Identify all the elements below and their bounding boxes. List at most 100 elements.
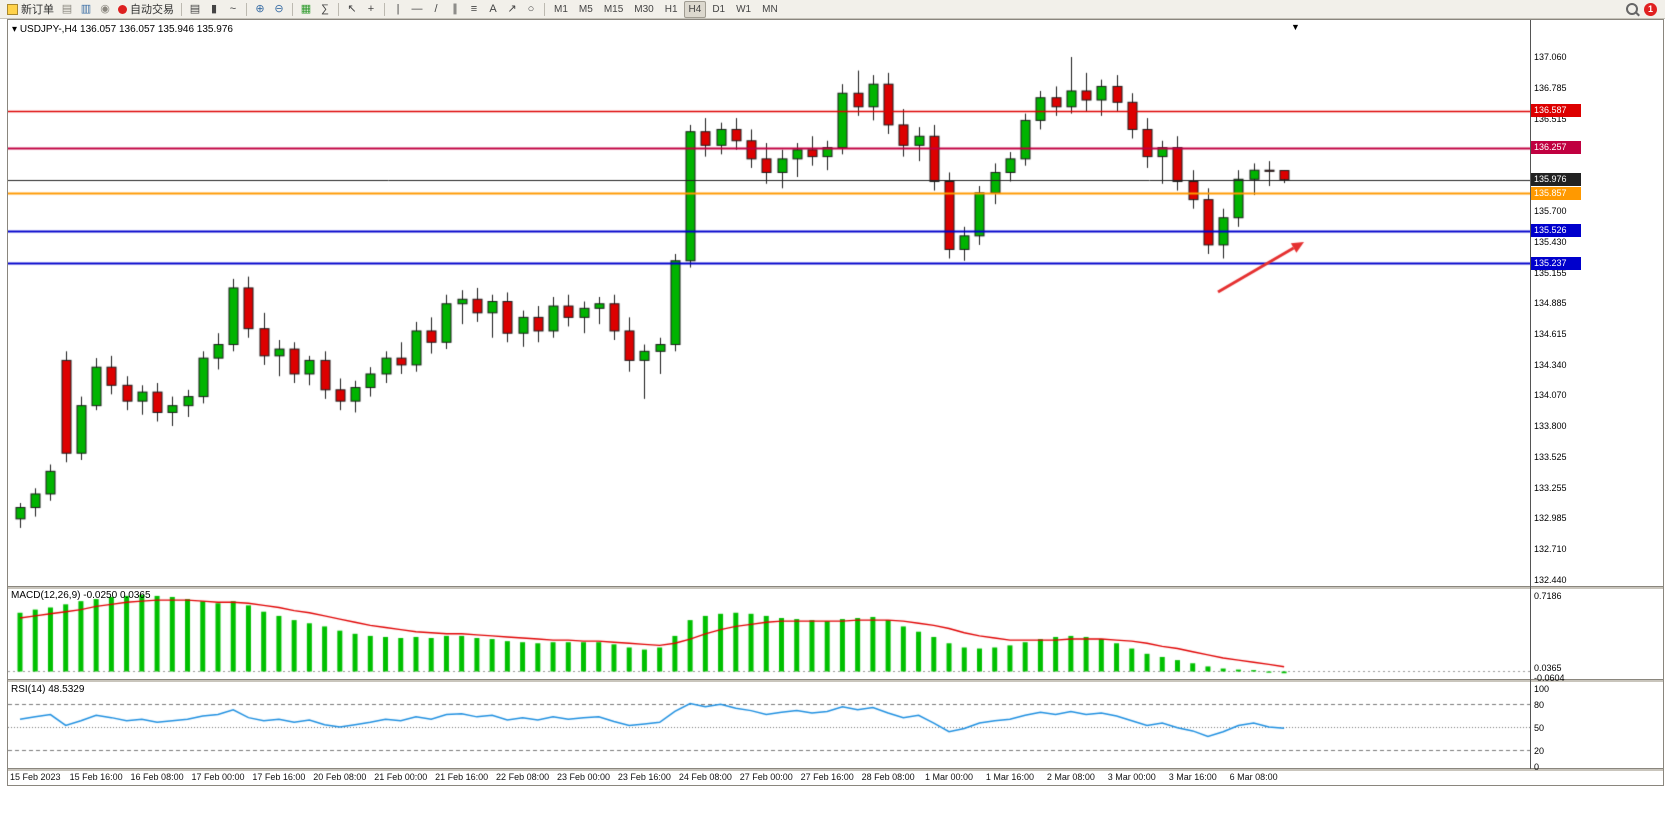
vertical-line-tool-button[interactable]: | [389, 1, 407, 17]
auto-trading-button[interactable]: 自动交易 [115, 1, 177, 17]
trendline-icon: / [434, 3, 438, 15]
toolbar-separator [544, 2, 545, 16]
time-axis-label: 1 Mar 00:00 [925, 772, 974, 782]
collapse-icon[interactable]: ▾ [12, 24, 18, 35]
trendline-tool-button[interactable]: / [427, 1, 445, 17]
toolbar-separator [384, 2, 385, 16]
time-axis-label: 23 Feb 00:00 [556, 772, 611, 782]
candlestick-chart-button[interactable]: ▮ [205, 1, 223, 17]
text-tool-button[interactable]: A [484, 1, 502, 17]
cursor-tool-button[interactable]: ↖ [343, 1, 361, 17]
time-axis-label: 21 Feb 16:00 [435, 772, 489, 782]
chart-window[interactable]: ▾ USDJPY-,H4 136.057 136.057 135.946 135… [7, 19, 1664, 786]
time-axis-label: 2 Mar 08:00 [1046, 772, 1095, 782]
timeframe-m15-button[interactable]: M15 [603, 3, 624, 15]
cursor-icon: ↖ [347, 3, 357, 15]
horizontal-line-tool-button[interactable]: — [408, 1, 426, 17]
text-tool-icon: A [489, 3, 497, 15]
time-axis-label: 1 Mar 16:00 [985, 772, 1034, 782]
timeframe-mn-button[interactable]: MN [762, 3, 778, 15]
timeframe-m30-button[interactable]: M30 [634, 3, 654, 15]
auto-trading-status-icon [118, 4, 127, 14]
price-axis-label: 135.430 [1534, 236, 1567, 247]
symbol-ohlc-title: USDJPY-,H4 136.057 136.057 135.946 135.9… [19, 24, 233, 35]
bar-chart-button[interactable]: ▤ [186, 1, 204, 17]
timeframe-toolbar: M1 M5 M15 M30 H1 H4 D1 W1 MN [549, 0, 783, 18]
time-axis-label: 28 Feb 08:00 [861, 772, 915, 782]
timeframe-h1-button[interactable]: H1 [664, 3, 678, 15]
time-axis-label: 15 Feb 16:00 [69, 772, 123, 782]
price-badge: 135.237 [1531, 256, 1581, 270]
time-axis-label: 15 Feb 2023 [9, 772, 61, 782]
shapes-tool-button[interactable]: ○ [522, 1, 540, 17]
time-axis-label: 27 Feb 00:00 [739, 772, 793, 782]
price-axis-label: 134.070 [1534, 390, 1567, 401]
price-badge: 136.257 [1531, 141, 1581, 155]
price-axis-divider [1530, 20, 1531, 769]
timeframe-m1-button[interactable]: M1 [554, 3, 568, 15]
timeframe-h4-button[interactable]: H4 [683, 0, 707, 18]
price-axis-label: 136.515 [1534, 113, 1567, 124]
timeframe-d1-button[interactable]: D1 [712, 3, 726, 15]
fibonacci-icon: ≡ [470, 3, 478, 15]
time-axis-label: 22 Feb 08:00 [496, 772, 550, 782]
notification-badge[interactable]: 1 [1644, 2, 1657, 16]
rsi-panel-label: RSI(14) 48.5329 [11, 684, 85, 695]
pane-separator[interactable] [8, 679, 1663, 682]
time-axis-label: 3 Mar 16:00 [1168, 772, 1217, 782]
tile-windows-button[interactable]: ▦ [297, 1, 315, 17]
pane-separator[interactable] [8, 586, 1663, 589]
timeframe-w1-button[interactable]: W1 [736, 3, 752, 15]
price-badge: 135.526 [1531, 224, 1581, 238]
crosshair-icon: + [367, 3, 375, 15]
pane-separator[interactable] [8, 768, 1663, 771]
fibonacci-tool-button[interactable]: ≡ [465, 1, 483, 17]
zoom-in-button[interactable]: ⊕ [251, 1, 269, 17]
time-axis-label: 17 Feb 16:00 [252, 772, 306, 782]
zoom-out-icon: ⊖ [274, 3, 284, 15]
indicators-icon: ∑ [321, 3, 329, 15]
price-axis-label: 135.700 [1534, 205, 1567, 216]
rsi-axis-label: 50 [1534, 723, 1545, 733]
time-axis-label: 27 Feb 16:00 [800, 772, 854, 782]
macd-axis-label: 0.0365 [1534, 662, 1562, 673]
time-axis-label: 6 Mar 08:00 [1229, 772, 1278, 782]
indicators-button[interactable]: ∑ [316, 1, 334, 17]
line-chart-button[interactable]: ~ [224, 1, 242, 17]
charts-icon: ▥ [80, 3, 92, 15]
chart-title: ▾ USDJPY-,H4 136.057 136.057 135.946 135… [12, 24, 233, 35]
market-watch-button[interactable]: ◉ [96, 1, 114, 17]
shapes-tool-icon: ○ [527, 3, 535, 15]
time-axis[interactable]: 15 Feb 2023 15 Feb 16:00 16 Feb 08:00 17 Fe… [8, 770, 1530, 786]
terminal-button[interactable]: ▤ [58, 1, 76, 17]
price-axis-label: 136.785 [1534, 83, 1567, 94]
new-order-label: 新订单 [21, 4, 54, 16]
price-axis-label: 132.440 [1534, 574, 1567, 585]
market-watch-icon: ◉ [100, 3, 110, 15]
zoom-in-icon: ⊕ [255, 3, 265, 15]
price-axis-label: 133.255 [1534, 482, 1567, 493]
timeframe-m5-button[interactable]: M5 [578, 3, 593, 15]
rsi-axis-label: 20 [1534, 746, 1545, 757]
tile-windows-icon: ▦ [300, 3, 312, 15]
price-axis-label: 134.340 [1534, 359, 1567, 370]
toolbar-separator [246, 2, 247, 16]
candlestick-chart-icon: ▮ [210, 3, 218, 15]
toolbar-separator [292, 2, 293, 16]
price-axis[interactable]: 137.060 136.785 136.515 135.700 135.430 135.1… [1531, 20, 1663, 772]
channel-tool-button[interactable]: ∥ [446, 1, 464, 17]
arrows-tool-button[interactable]: ↗ [503, 1, 521, 17]
chart-canvas[interactable] [8, 20, 1530, 769]
bar-chart-icon: ▤ [189, 3, 201, 15]
zoom-out-button[interactable]: ⊖ [270, 1, 288, 17]
charts-button[interactable]: ▥ [77, 1, 95, 17]
vertical-line-icon: | [396, 3, 400, 15]
new-order-button[interactable]: 新订单 [4, 1, 57, 17]
crosshair-tool-button[interactable]: + [362, 1, 380, 17]
toolbar-right-group: 1 [1626, 2, 1661, 16]
horizontal-line-icon: — [411, 3, 423, 15]
search-icon[interactable] [1626, 3, 1638, 15]
macd-panel-label: MACD(12,26,9) -0.0250 0.0365 [11, 590, 151, 601]
price-axis-label: 134.885 [1534, 298, 1567, 309]
time-axis-label: 23 Feb 16:00 [617, 772, 671, 782]
